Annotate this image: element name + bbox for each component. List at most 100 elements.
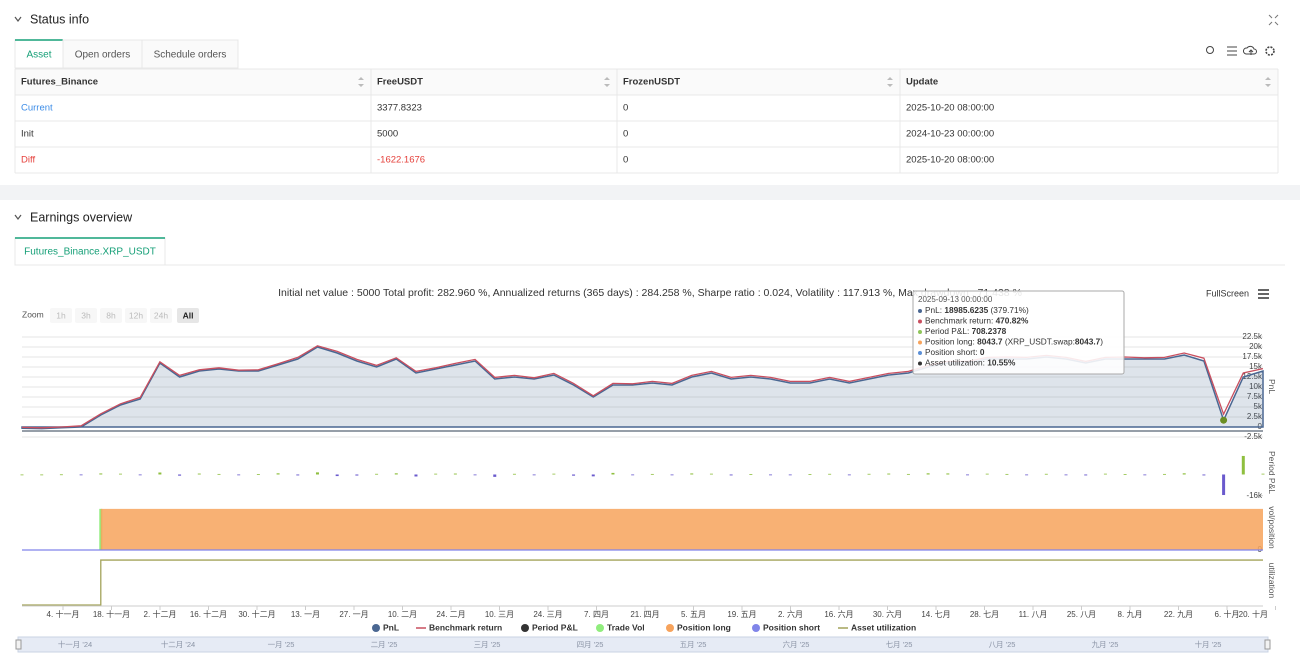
zoom-button[interactable]: [125, 308, 147, 323]
navigator[interactable]: [17, 636, 1269, 653]
cell: Diff: [21, 155, 35, 166]
tab-label[interactable]: Open orders: [75, 50, 131, 61]
x-tick-label: 4. 十一月: [47, 609, 80, 619]
legend-label[interactable]: Position short: [763, 622, 820, 632]
collapse-icon[interactable]: [14, 16, 22, 22]
zoom-button[interactable]: [150, 308, 172, 323]
x-tick-label: 11. 八月: [1019, 610, 1048, 619]
bar: [335, 474, 339, 477]
legend-symbol: [372, 624, 380, 632]
tooltip-bullet: [918, 330, 922, 334]
y-tick-label: 10k: [1249, 382, 1263, 391]
bar: [887, 473, 891, 475]
bar: [670, 474, 674, 476]
tooltip-text: PnL:: [925, 305, 944, 315]
bar: [79, 474, 83, 476]
tooltip-bullet: [918, 351, 922, 355]
legend-symbol: [752, 624, 760, 632]
y-tick-label: 17.5k: [1242, 352, 1263, 361]
zoom-button[interactable]: [50, 308, 72, 323]
navigator-handle[interactable]: [15, 639, 22, 650]
tabs: Asset Open orders Schedule orders: [14, 39, 239, 69]
bar: [493, 474, 497, 477]
legend-label[interactable]: Period P&L: [532, 622, 578, 632]
bar: [453, 473, 457, 475]
search-icon[interactable]: [1206, 46, 1214, 54]
bar: [99, 473, 103, 475]
tooltip-row: Asset utilization: 10.55%: [925, 358, 1016, 368]
hover-point: [1220, 416, 1228, 424]
bar: [197, 473, 201, 475]
tab-label[interactable]: Futures_Binance.XRP_USDT: [24, 247, 156, 258]
tooltip-text: 0: [980, 347, 985, 357]
x-tick-label: 14. 七月: [921, 610, 950, 619]
bar: [1064, 474, 1068, 476]
tab[interactable]: [141, 39, 239, 69]
x-tick-label: 28. 七月: [970, 610, 999, 619]
tab[interactable]: [62, 39, 143, 69]
zoom-button-label[interactable]: 8h: [106, 310, 116, 320]
zoom-buttons: 1h 3h 8h 12h 24h All: [50, 308, 199, 323]
sort-icon[interactable]: [358, 77, 364, 87]
sort-icon[interactable]: [887, 77, 893, 87]
tab-label[interactable]: Schedule orders: [154, 50, 227, 61]
navigator-handle[interactable]: [1264, 639, 1271, 650]
x-tick-label: 30. 六月: [873, 609, 902, 619]
tooltip-text: Benchmark return:: [925, 316, 996, 326]
x-tick-label: 16. 十二月: [190, 609, 227, 619]
zoom-button[interactable]: [177, 308, 199, 323]
sort-icon[interactable]: [604, 77, 610, 87]
legend-label[interactable]: PnL: [383, 622, 399, 632]
zoom-button-label[interactable]: 3h: [81, 310, 91, 320]
settings-icon[interactable]: [1265, 46, 1275, 56]
legend-label[interactable]: Asset utilization: [851, 622, 916, 632]
tab[interactable]: [14, 39, 64, 69]
navigator-label: 七月 '25: [886, 640, 913, 649]
y-tick-label: 20k: [1249, 342, 1263, 351]
legend-label[interactable]: Position long: [677, 622, 731, 632]
navigator-label: 一月 '25: [268, 640, 295, 649]
y-tick-label: -16k: [1246, 491, 1263, 500]
tooltip-row: PnL: 18985.6235 (379.71%): [925, 305, 1029, 315]
zoom-button-label[interactable]: 12h: [129, 310, 143, 320]
zoom-button-label[interactable]: 24h: [154, 310, 168, 320]
sort-icon[interactable]: [1265, 77, 1271, 87]
navigator-label: 六月 '25: [783, 639, 810, 649]
zoom-button[interactable]: [100, 308, 122, 323]
bar: [532, 474, 536, 476]
y-tick-label: 12.5k: [1242, 372, 1263, 381]
cell: -1622.1676: [377, 155, 425, 166]
collapse-icon[interactable]: [14, 214, 22, 220]
zoom-button-label[interactable]: 1h: [56, 310, 66, 320]
zoom-button-label[interactable]: All: [183, 310, 194, 320]
bar: [572, 474, 576, 476]
navigator-label: 十月 '25: [1195, 639, 1222, 649]
chart-tab[interactable]: [14, 237, 166, 266]
fullscreen-button[interactable]: FullScreen: [1206, 288, 1249, 298]
bar: [315, 472, 319, 475]
bar: [1123, 474, 1127, 475]
bar: [1025, 474, 1029, 476]
zoom-button[interactable]: [75, 308, 97, 323]
x-tick-label: 18. 十一月: [93, 609, 130, 619]
column-header: Update: [906, 77, 938, 88]
x-tick-label: 8. 九月: [1118, 610, 1143, 619]
bar: [1103, 473, 1107, 475]
x-tick-label: 16. 六月: [824, 609, 853, 619]
menu-icon[interactable]: [1258, 289, 1269, 299]
upload-icon[interactable]: [1242, 45, 1257, 55]
legend-label[interactable]: Trade Vol: [607, 622, 645, 632]
tooltip-date: 2025-09-13 00:00:00: [918, 295, 993, 304]
bar: [867, 473, 871, 475]
bar: [20, 474, 24, 476]
bar: [414, 474, 418, 477]
tab-label[interactable]: Asset: [26, 50, 51, 61]
tooltip-row: Benchmark return: 470.82%: [925, 316, 1029, 326]
x-tick-label: 22. 九月: [1164, 610, 1193, 619]
list-icon[interactable]: [1227, 46, 1237, 56]
legend-label[interactable]: Benchmark return: [429, 622, 502, 632]
bar: [788, 474, 792, 476]
expand-icon[interactable]: [1268, 14, 1279, 26]
